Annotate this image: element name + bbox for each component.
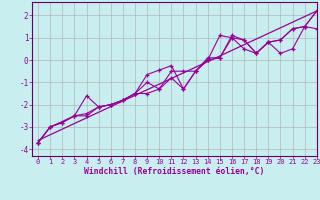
X-axis label: Windchill (Refroidissement éolien,°C): Windchill (Refroidissement éolien,°C) xyxy=(84,167,265,176)
